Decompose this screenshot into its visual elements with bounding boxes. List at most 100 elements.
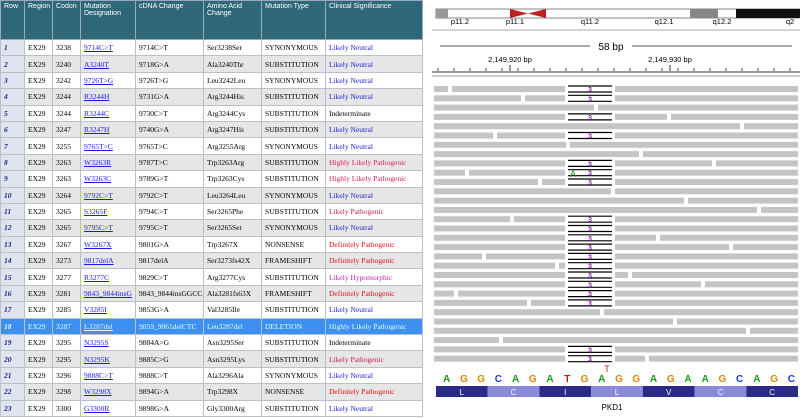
cell: 9714C>T bbox=[80, 38, 136, 57]
band-label: q12.1 bbox=[655, 17, 674, 26]
mutation-link[interactable]: W3298X bbox=[84, 387, 112, 397]
cell: 9714C>T bbox=[135, 38, 204, 57]
read bbox=[716, 160, 798, 167]
insertion-gap bbox=[565, 159, 615, 168]
row-number: 7 bbox=[0, 137, 25, 155]
mutation-link[interactable]: W3267X bbox=[84, 239, 112, 249]
insertion-gap bbox=[565, 112, 615, 121]
read bbox=[458, 290, 798, 297]
mutation-link[interactable]: V3285I bbox=[84, 305, 107, 315]
cell: 3295 bbox=[52, 350, 81, 368]
read bbox=[434, 216, 510, 223]
mutation-link[interactable]: S3265F bbox=[84, 207, 108, 217]
column-header: Amino Acid Change bbox=[203, 0, 262, 40]
read bbox=[434, 355, 645, 362]
insertion-gap bbox=[565, 94, 615, 103]
codon bbox=[591, 386, 643, 397]
mutation-link[interactable]: G3300R bbox=[84, 403, 110, 413]
read bbox=[434, 206, 757, 213]
insertion-gap bbox=[565, 215, 615, 224]
cell: SUBSTITUTION bbox=[261, 88, 326, 106]
mutation-link[interactable]: 9843_9844insG bbox=[84, 289, 132, 299]
significance: Definitely Pathogenic bbox=[325, 284, 423, 303]
cell: 9843_9844insG bbox=[80, 284, 136, 303]
mutation-link[interactable]: A3240T bbox=[84, 59, 109, 69]
read bbox=[705, 281, 798, 288]
cell: SUBSTITUTION bbox=[261, 202, 326, 221]
mutation-link[interactable]: W3263R bbox=[84, 157, 112, 167]
codon bbox=[746, 386, 798, 397]
insertion-gap bbox=[565, 243, 615, 252]
read bbox=[576, 346, 798, 353]
cell: Leu3242Leu bbox=[203, 71, 262, 90]
read bbox=[434, 327, 746, 334]
significance: Highly Likely Pathogenic bbox=[325, 170, 423, 188]
cell: Asn3295Ser bbox=[203, 334, 262, 352]
codon bbox=[694, 386, 747, 397]
mutation-link[interactable]: 9792C>T bbox=[84, 190, 113, 200]
insertion-label: 3 bbox=[588, 292, 592, 299]
band-label: p11.2 bbox=[451, 17, 469, 26]
mutation-link[interactable]: 9888C>T bbox=[84, 371, 113, 380]
insertion-gap bbox=[565, 168, 615, 177]
cell: 9765T>C bbox=[135, 137, 204, 155]
cell: SUBSTITUTION bbox=[261, 120, 326, 139]
read bbox=[643, 151, 798, 158]
cell: 3298 bbox=[52, 383, 81, 401]
cell: SYNONYMOUS bbox=[261, 186, 326, 204]
mutation-link[interactable]: 9714C>T bbox=[84, 43, 113, 53]
mutation-link[interactable]: R3244C bbox=[84, 108, 110, 118]
cell: Arg3247His bbox=[203, 120, 262, 139]
read bbox=[434, 86, 448, 92]
row-number: 10 bbox=[0, 186, 25, 204]
band bbox=[436, 9, 448, 18]
cell: 9730C>T bbox=[135, 104, 204, 122]
base: G bbox=[667, 374, 675, 385]
read bbox=[531, 299, 798, 306]
table-row: 11 EX29 3265 S3265F 9794C>T Ser3265Phe SUBSTIT… bbox=[0, 202, 423, 221]
base: A bbox=[702, 374, 709, 385]
insertion-label: 3 bbox=[588, 282, 592, 289]
mutation-link[interactable]: 9765T>C bbox=[84, 141, 113, 151]
amino-acid: C bbox=[769, 388, 775, 397]
mutation-link[interactable]: R3247H bbox=[84, 125, 110, 135]
insertion-label: 3 bbox=[588, 87, 592, 94]
mutation-link[interactable]: N3295S bbox=[84, 338, 109, 348]
mutation-link[interactable]: N3295K bbox=[84, 354, 110, 364]
read bbox=[604, 309, 798, 316]
mutation-link[interactable]: W3263C bbox=[84, 174, 112, 184]
cell: Gly3300Arg bbox=[203, 399, 262, 417]
mutation-link[interactable]: L3287del bbox=[84, 321, 113, 331]
table-row: 10 EX29 3264 9792C>T 9792C>T Leu3264Leu SYNONY… bbox=[0, 186, 423, 204]
insertion-gap bbox=[565, 280, 615, 289]
cell: DELETION bbox=[261, 317, 326, 336]
mutation-link[interactable]: 9795C>T bbox=[84, 223, 113, 233]
cell: Ala3281fs63X bbox=[203, 284, 262, 303]
read bbox=[434, 318, 673, 325]
mutation-link[interactable]: 9726T>G bbox=[84, 75, 114, 85]
cell: 3238 bbox=[52, 38, 81, 57]
cell: EX29 bbox=[24, 366, 53, 385]
base: G bbox=[719, 374, 727, 385]
cell: S3265F bbox=[80, 202, 136, 221]
mutation-link[interactable]: R3277C bbox=[84, 272, 110, 282]
cell: EX29 bbox=[24, 137, 53, 155]
significance: Highly Likely Pathogenic bbox=[325, 153, 423, 172]
read bbox=[469, 169, 798, 176]
cell: SUBSTITUTION bbox=[261, 399, 326, 417]
row-number: 11 bbox=[0, 202, 25, 221]
significance: Highly Likely Pathogenic bbox=[325, 317, 423, 336]
cell: 3263 bbox=[52, 170, 81, 188]
row-number: 21 bbox=[0, 366, 25, 385]
cell: 3265 bbox=[52, 219, 81, 237]
cell: 3244 bbox=[52, 88, 81, 106]
cell: 9792C>T bbox=[80, 186, 136, 204]
mutation-link[interactable]: 9817delA bbox=[84, 256, 114, 266]
mutation-link[interactable]: R3244H bbox=[84, 92, 110, 102]
read bbox=[525, 95, 798, 102]
read bbox=[434, 346, 572, 353]
base: G bbox=[477, 374, 485, 385]
band bbox=[736, 9, 800, 18]
read bbox=[542, 179, 798, 185]
base: A bbox=[598, 374, 605, 385]
